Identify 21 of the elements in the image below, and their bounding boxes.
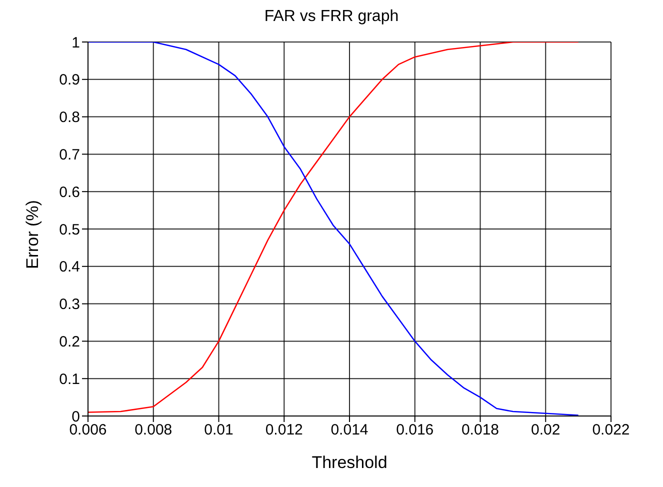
x-tick-label: 0.01 xyxy=(204,422,234,439)
y-tick-label: 0.2 xyxy=(59,334,80,351)
y-tick-label: 1 xyxy=(72,34,80,52)
y-tick-label: 0.7 xyxy=(59,146,80,164)
y-tick-label: 0.6 xyxy=(59,184,80,201)
y-tick-label: 0.3 xyxy=(59,296,80,314)
y-tick-label: 0.5 xyxy=(59,221,80,238)
x-tick-label: 0.016 xyxy=(396,422,434,439)
x-tick-label: 0.014 xyxy=(330,422,368,439)
x-tick-label: 0.012 xyxy=(265,422,303,439)
y-axis-title: Error (%) xyxy=(23,200,42,269)
y-tick-label: 0.4 xyxy=(59,258,80,276)
x-tick-label: 0.02 xyxy=(531,422,560,439)
y-tick-label: 0.1 xyxy=(59,370,80,388)
y-tick-label: 0.9 xyxy=(59,72,80,89)
x-tick-label: 0.008 xyxy=(134,422,172,439)
chart-title: FAR vs FRR graph xyxy=(263,8,400,27)
x-axis-title: Threshold xyxy=(312,453,388,472)
x-tick-label: 0.018 xyxy=(461,422,500,439)
y-tick-label: 0.8 xyxy=(59,109,80,126)
x-tick-label: 0.022 xyxy=(592,422,630,439)
